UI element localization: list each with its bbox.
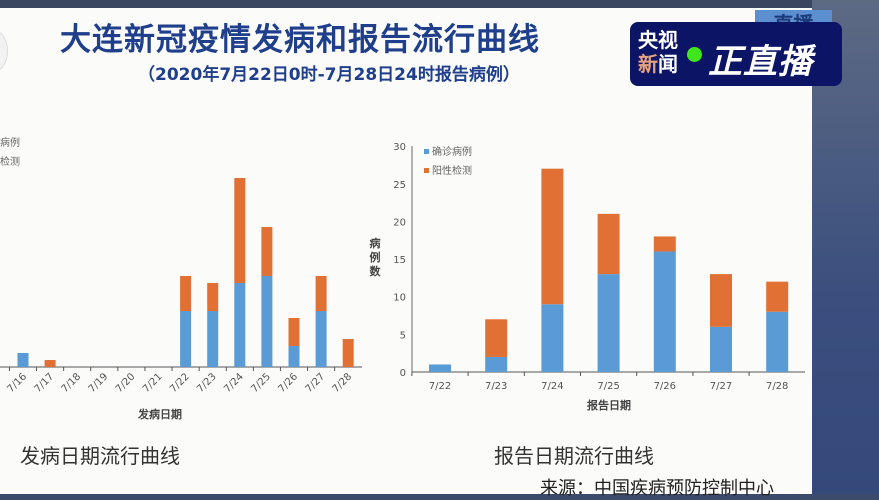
bar-positive — [653, 236, 676, 252]
bar-positive — [485, 319, 508, 357]
legend-swatch — [424, 149, 429, 154]
logo-char: 新 — [638, 52, 658, 76]
y-tick-label: 0 — [400, 368, 406, 379]
x-tick-label: 7/25 — [597, 381, 619, 392]
x-tick-label: 7/23 — [195, 371, 219, 395]
bar-confirmed — [597, 274, 620, 372]
top-bar — [0, 0, 879, 8]
x-axis-label: 报告日期 — [587, 398, 631, 412]
y-tick-label: 20 — [393, 217, 406, 228]
source-note: 来源：中国疾病预防控制中心 — [540, 478, 774, 499]
bar-confirmed — [17, 353, 29, 367]
x-tick-label: 7/24 — [541, 381, 563, 392]
legend-swatch — [424, 168, 429, 173]
slide-title: 大连新冠疫情发病和报告流行曲线 — [60, 22, 540, 58]
x-tick-label: 7/18 — [60, 371, 84, 395]
y-tick-label: 30 — [393, 142, 406, 153]
x-tick-label: 7/24 — [222, 371, 246, 395]
bar-confirmed — [288, 346, 300, 367]
bar-confirmed — [710, 326, 732, 372]
bar-confirmed — [653, 251, 676, 372]
y-tick-label: 15 — [393, 255, 406, 266]
x-axis-label: 发病日期 — [137, 407, 182, 421]
x-tick-label: 7/20 — [114, 371, 138, 395]
chart-caption-report: 报告日期流行曲线 — [494, 444, 654, 468]
x-tick-label: 7/27 — [304, 371, 328, 395]
x-tick-label: 7/21 — [141, 371, 165, 395]
bar-confirmed — [485, 356, 508, 372]
bar-positive — [207, 283, 219, 311]
y-tick-label: 10 — [393, 293, 406, 304]
bar-positive — [541, 168, 564, 305]
legend-label: 阳性检测 — [432, 164, 472, 177]
bar-positive — [261, 227, 273, 276]
slide — [0, 8, 812, 494]
bar-positive — [342, 339, 354, 367]
logo-char: 闻 — [658, 52, 678, 76]
y-tick-label: 25 — [393, 180, 406, 191]
bar-confirmed — [429, 364, 451, 372]
x-tick-label: 7/23 — [485, 381, 507, 392]
x-tick-label: 7/16 — [5, 371, 29, 395]
slide-subtitle: （2020年7月22日0时-7月28日24时报告病例） — [138, 65, 520, 85]
bar-positive — [710, 274, 732, 327]
x-tick-label: 7/17 — [33, 371, 57, 395]
logo-line1: 央视 — [638, 28, 678, 52]
bar-confirmed — [541, 304, 564, 372]
bar-confirmed — [180, 311, 192, 367]
legend-label: 确诊病例 — [432, 145, 472, 158]
logo-line2: 新闻 — [638, 52, 678, 76]
x-tick-label: 7/26 — [654, 381, 676, 392]
legend-label: 确诊病例 — [0, 136, 20, 149]
legend-label: 阳性检测 — [0, 155, 20, 168]
bar-confirmed — [766, 311, 789, 372]
y-tick-label: 5 — [400, 330, 406, 341]
y-axis-label: 病例数 — [369, 237, 381, 278]
bar-confirmed — [315, 311, 327, 367]
logo-live-text: 正直播 — [708, 42, 813, 82]
x-tick-label: 7/28 — [766, 381, 788, 392]
x-tick-label: 7/26 — [276, 371, 300, 395]
live-dot-icon — [687, 47, 702, 62]
bar-confirmed — [207, 311, 219, 367]
x-tick-label: 7/27 — [710, 381, 732, 392]
bar-positive — [234, 178, 246, 283]
bar-confirmed — [234, 283, 246, 367]
bar-positive — [180, 276, 192, 311]
x-tick-label: 7/19 — [87, 371, 111, 395]
x-tick-label: 7/28 — [331, 371, 355, 395]
bar-positive — [597, 213, 620, 275]
x-tick-label: 7/22 — [429, 381, 451, 392]
x-tick-label: 7/22 — [168, 371, 192, 395]
x-tick-label: 7/25 — [249, 371, 273, 395]
chart-caption-onset: 发病日期流行曲线 — [20, 444, 180, 468]
cctv-news-live-logo: 央视 新闻 正直播 — [630, 22, 842, 86]
bar-positive — [315, 276, 327, 311]
bar-positive — [288, 318, 300, 346]
bar-positive — [44, 360, 56, 367]
bar-positive — [766, 281, 789, 312]
bar-confirmed — [261, 276, 273, 367]
